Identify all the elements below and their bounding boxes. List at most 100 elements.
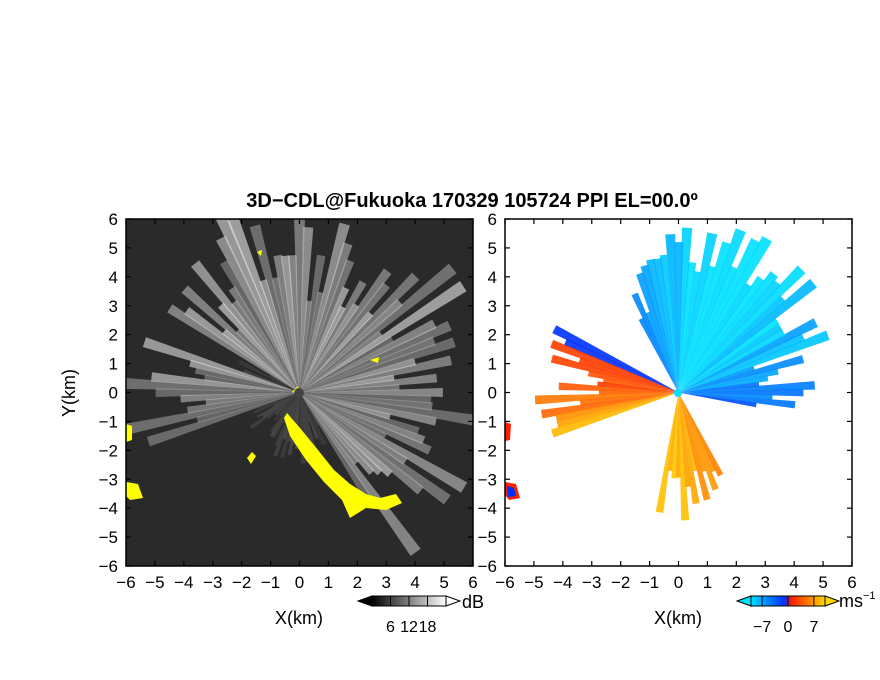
radar-ray (678, 278, 817, 393)
radar-ray (299, 392, 320, 426)
radar-ray (273, 392, 300, 407)
yellow-echo-left-edge-2 (126, 482, 143, 500)
x-tick-label: 4 (789, 573, 798, 592)
radar-ray (558, 382, 679, 393)
radar-ray (299, 392, 437, 426)
x-axis-label-right: X(km) (654, 608, 702, 628)
y-tick-label: 0 (109, 384, 118, 403)
radar-ray (218, 302, 300, 393)
radar-ray (299, 392, 387, 440)
radar-ray (678, 318, 818, 393)
radar-ray (551, 392, 679, 438)
velocity-colorbar: −7 0 7 ms−1 (735, 590, 876, 636)
radar-ray (299, 254, 326, 393)
x-tick-label: 5 (439, 573, 448, 592)
radar-ray (299, 291, 324, 393)
radar-ray (262, 392, 300, 418)
radar-ray (238, 359, 300, 393)
y-tick-label: −1 (99, 412, 118, 431)
velocity-colorbar-unit-base: ms (839, 591, 863, 611)
radar-ray (678, 279, 781, 393)
radar-ray (299, 392, 421, 557)
radar-ray (563, 338, 679, 393)
radar-ray (299, 222, 350, 393)
radar-ray (270, 392, 300, 433)
x-tick-label: −5 (145, 573, 164, 592)
radar-ray (299, 305, 346, 393)
colorbar-tick-label: 0 (784, 619, 793, 636)
radar-ray (299, 392, 433, 411)
radar-ray (299, 286, 350, 393)
radar-ray (299, 298, 403, 393)
radar-ray (299, 268, 392, 393)
x-tick-label: −1 (261, 573, 280, 592)
yellow-echo-line (284, 413, 402, 518)
radar-ray (275, 392, 300, 417)
reflectivity-colorbar-unit: dB (462, 592, 484, 612)
colorbar-tick-label: 18 (419, 619, 437, 636)
figure-title: 3D−CDL@Fukuoka 170329 105724 PPI EL=00.0… (246, 190, 698, 212)
yellow-echo-blob-1 (247, 452, 256, 464)
radar-ray (678, 392, 724, 477)
radar-ray (638, 317, 679, 393)
x-tick-label: −3 (582, 573, 601, 592)
radar-ray (243, 369, 300, 393)
radar-ray (256, 392, 300, 419)
radar-ray (678, 328, 786, 393)
radar-ray (271, 379, 300, 393)
y-tick-label: 6 (109, 210, 118, 229)
radar-ray (299, 336, 394, 393)
radar-ray (631, 292, 679, 393)
radar-ray (299, 392, 319, 439)
velocity-colorbar-unit-exponent: −1 (863, 590, 876, 602)
x-tick-label: 0 (674, 573, 683, 592)
radar-ray (194, 367, 300, 393)
y-tick-label: −2 (478, 441, 497, 460)
radar-ray (550, 339, 679, 393)
radar-ray (678, 228, 746, 393)
radar-ray (299, 311, 374, 393)
x-tick-label: −5 (524, 573, 543, 592)
radar-ray (299, 392, 311, 423)
yellow-echo-blob-3 (257, 250, 262, 256)
radar-ray (678, 265, 717, 393)
velocity-colorbar-unit: ms−1 (839, 590, 876, 611)
radar-ray (282, 392, 300, 440)
radar-ray (299, 392, 319, 458)
y-tick-label: 5 (488, 239, 497, 258)
radar-ray (678, 282, 752, 393)
x-tick-label: 0 (295, 573, 304, 592)
radar-ray (184, 306, 300, 393)
x-tick-label: 1 (703, 573, 712, 592)
velocity-edge-echo-3 (507, 486, 516, 497)
radar-ray (299, 263, 457, 393)
yellow-echo-blob-2 (370, 357, 379, 363)
y-tick-label: 3 (109, 297, 118, 316)
y-tick-label: 0 (488, 384, 497, 403)
radar-ray (678, 332, 806, 393)
x-tick-label: 6 (468, 573, 477, 592)
x-tick-label: −4 (174, 573, 193, 592)
radar-ray (678, 262, 697, 393)
x-tick-label: 3 (382, 573, 391, 592)
radar-center-right (674, 389, 682, 397)
radar-ray (299, 303, 360, 393)
y-tick-label: −6 (478, 557, 497, 576)
radar-ray (299, 392, 312, 443)
reflectivity-colorbar: 6 12 18 dB (356, 592, 484, 636)
radar-ray (602, 378, 679, 393)
y-tick-label: 3 (488, 297, 497, 316)
x-tick-label: 2 (353, 573, 362, 592)
reflectivity-colorbar-min-arrow (356, 595, 373, 607)
velocity-colorbar-ticks: −7 0 7 (753, 596, 818, 636)
y-tick-label: −5 (99, 528, 118, 547)
radar-ray (678, 271, 779, 393)
radar-ray (299, 392, 375, 476)
x-tick-label: −2 (611, 573, 630, 592)
radar-ray (655, 392, 679, 513)
radar-ray (189, 359, 300, 393)
